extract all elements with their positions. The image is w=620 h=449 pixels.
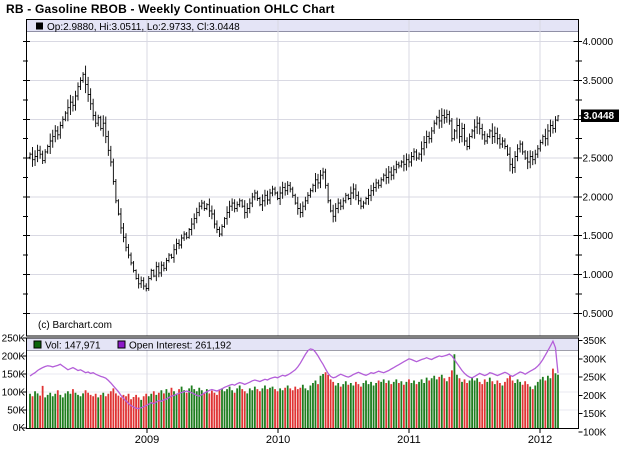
- svg-text:2.5000: 2.5000: [583, 154, 614, 165]
- svg-text:2.0000: 2.0000: [583, 192, 614, 203]
- svg-text:250K: 250K: [583, 373, 607, 384]
- ohlc-series: [28, 65, 560, 292]
- current-price-flag: 3.0448: [578, 109, 619, 122]
- open-interest-legend-square-icon: [117, 340, 126, 349]
- axes: 4.0000 3.5000 2.5000 2.0000 1.5000 1.0000 0.50…: [2, 37, 614, 446]
- volume-bars-series: [29, 354, 559, 428]
- year-label: 2009: [135, 434, 159, 446]
- svg-text:50K: 50K: [7, 406, 25, 417]
- svg-text:3.5000: 3.5000: [583, 76, 614, 87]
- svg-text:150K: 150K: [2, 370, 26, 381]
- svg-text:200K: 200K: [2, 352, 26, 363]
- svg-text:250K: 250K: [2, 334, 26, 345]
- svg-text:0K: 0K: [13, 423, 26, 434]
- svg-text:0.5000: 0.5000: [583, 309, 614, 320]
- price-grid: [27, 20, 578, 336]
- volume-legend-label: Vol: 147,971: [45, 340, 101, 351]
- svg-text:1.0000: 1.0000: [583, 270, 614, 281]
- open-interest-line: [29, 339, 559, 410]
- svg-text:150K: 150K: [583, 409, 607, 420]
- watermark: (c) Barchart.com: [38, 320, 112, 331]
- ohlc-info-strip: [27, 20, 578, 32]
- ohlc-info-text: Op:2.9880, Hi:3.0511, Lo:2.9733, Cl:3.04…: [47, 22, 240, 33]
- svg-text:350K: 350K: [583, 336, 607, 347]
- volume-legend-square-icon: [33, 340, 42, 349]
- svg-text:1.5000: 1.5000: [583, 231, 614, 242]
- svg-text:4.0000: 4.0000: [583, 37, 614, 48]
- current-price-label: 3.0448: [584, 111, 615, 122]
- svg-text:300K: 300K: [583, 354, 607, 365]
- chart-title: RB - Gasoline RBOB - Weekly Continuation…: [6, 2, 335, 16]
- svg-text:200K: 200K: [583, 391, 607, 402]
- svg-text:100K: 100K: [2, 388, 26, 399]
- price-panel: [26, 19, 579, 337]
- volume-legend-strip: [27, 338, 578, 350]
- ohlc-marker-icon: [36, 22, 43, 30]
- open-interest-legend-label: Open Interest: 261,192: [129, 340, 232, 351]
- year-label: 2010: [266, 434, 290, 446]
- svg-text:100K: 100K: [583, 428, 607, 439]
- year-label: 2012: [528, 434, 552, 446]
- year-label: 2011: [397, 434, 421, 446]
